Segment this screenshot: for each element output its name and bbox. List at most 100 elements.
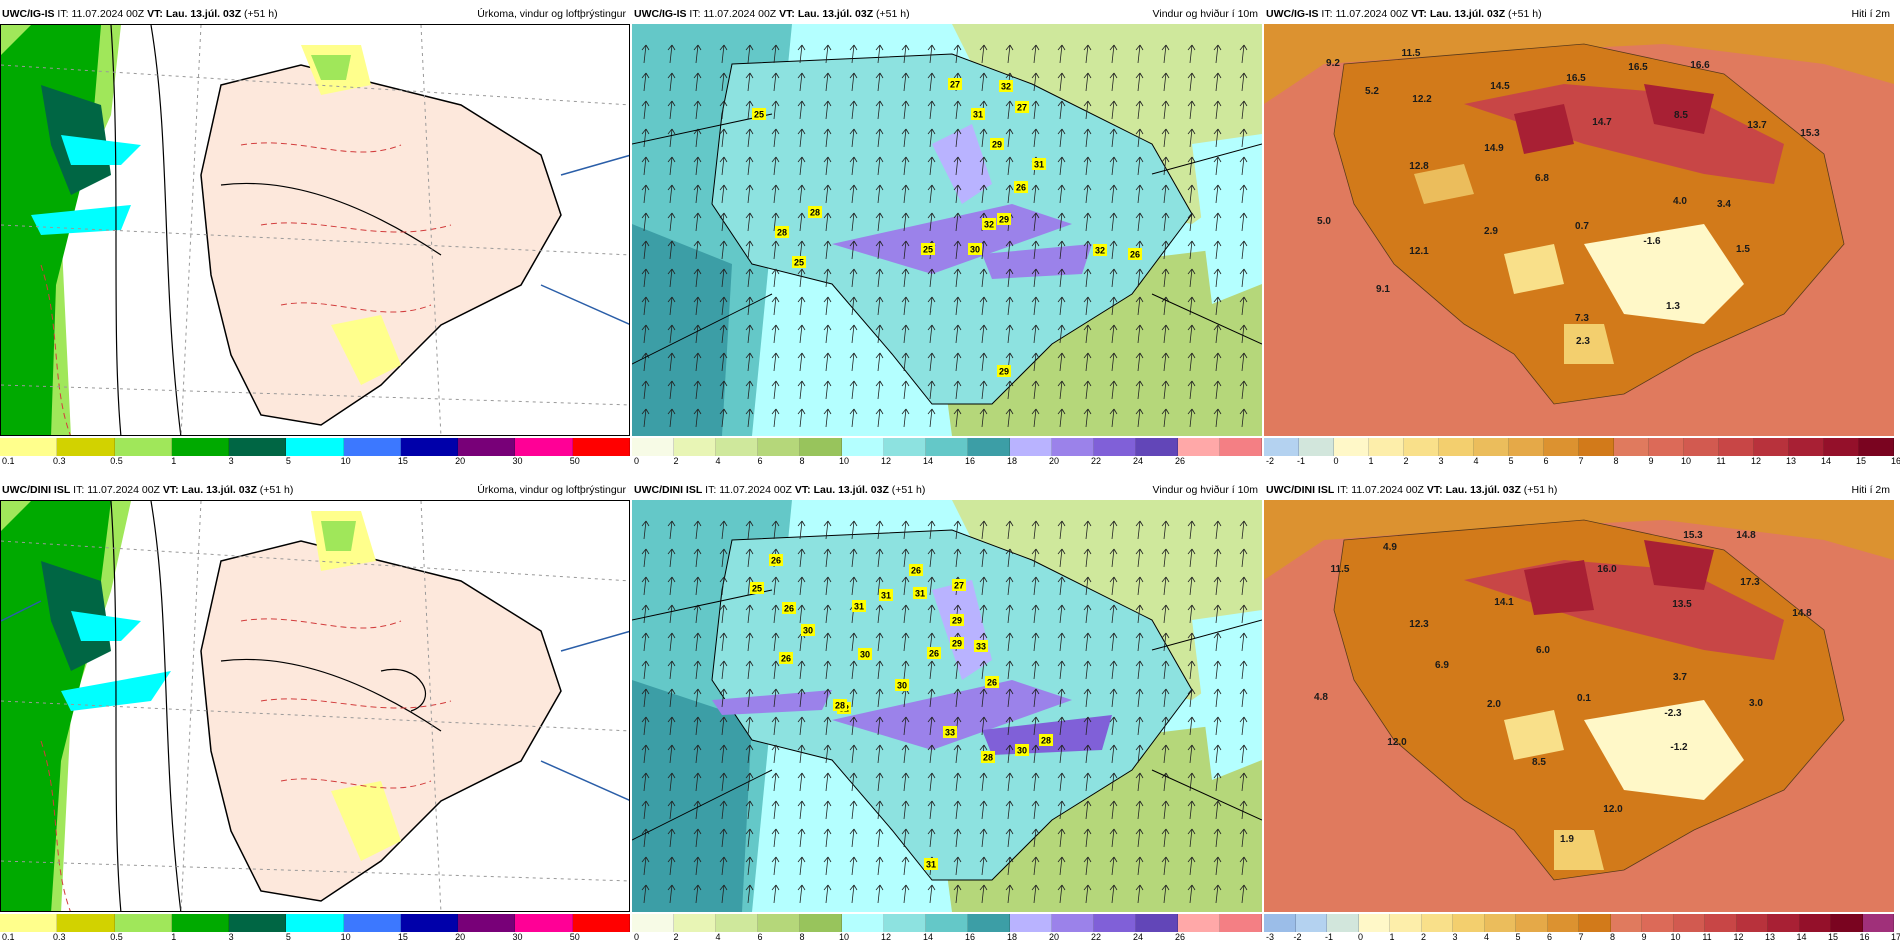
wind-arrow xyxy=(797,380,806,400)
wind-arrow xyxy=(1109,128,1118,148)
gust-value: 26 xyxy=(784,604,794,614)
wind-arrow xyxy=(1213,688,1222,708)
wind-arrow xyxy=(719,744,728,764)
wind-arrow xyxy=(823,856,832,876)
wind-arrow xyxy=(745,576,754,596)
wind-arrow xyxy=(641,296,650,316)
wind-arrow xyxy=(641,100,650,120)
colorbar-tick-label: 0 xyxy=(1333,456,1339,466)
colorbar-swatch xyxy=(1824,438,1859,456)
colorbar-swatch xyxy=(515,438,573,456)
wind-arrow xyxy=(641,352,650,372)
colorbar-tick-label: 9 xyxy=(1641,932,1647,942)
init-time: 11.07.2024 00Z xyxy=(87,484,160,496)
wind-arrow xyxy=(979,772,988,792)
gust-marker: 27 xyxy=(1015,101,1029,113)
gust-marker-bg xyxy=(968,243,982,255)
wind-arrow xyxy=(1083,184,1092,204)
temperature-value: 14.9 xyxy=(1484,143,1504,154)
wind-arrow xyxy=(1161,744,1170,764)
colorbar-swatch xyxy=(1052,438,1094,456)
wind-arrow xyxy=(823,660,832,680)
wind-arrow xyxy=(1109,212,1118,232)
wind-arrow xyxy=(849,128,858,148)
wind-arrow xyxy=(1005,240,1014,260)
colorbar-swatch xyxy=(884,438,926,456)
wind-arrow xyxy=(1083,324,1092,344)
wind-arrow xyxy=(797,128,806,148)
gust-value: 31 xyxy=(1034,160,1044,170)
wind-arrow xyxy=(1239,576,1248,596)
wind-arrow xyxy=(1057,128,1066,148)
wind-arrow xyxy=(693,884,702,904)
wind-arrow xyxy=(1057,352,1066,372)
wind-arrow xyxy=(745,44,754,64)
wind-arrow xyxy=(693,240,702,260)
wind-arrow xyxy=(1057,856,1066,876)
wind-arrow xyxy=(771,296,780,316)
wind-arrow xyxy=(745,828,754,848)
valid-label: VT: xyxy=(794,484,811,496)
wind-arrow xyxy=(641,184,650,204)
wind-arrow xyxy=(1057,884,1066,904)
gust-marker-bg xyxy=(1039,734,1053,746)
wind-arrow xyxy=(771,184,780,204)
wind-arrow xyxy=(1031,772,1040,792)
wind-arrow xyxy=(641,408,650,428)
init-label: IT: xyxy=(1337,484,1349,496)
wind-arrow xyxy=(771,156,780,176)
wind-arrow xyxy=(823,800,832,820)
wind-arrow xyxy=(693,44,702,64)
wind-arrow xyxy=(1187,856,1196,876)
wind-arrow xyxy=(797,716,806,736)
wind-arrow xyxy=(1109,240,1118,260)
gust-value: 25 xyxy=(752,584,762,594)
wind-arrow xyxy=(1109,408,1118,428)
temperature-value: 14.5 xyxy=(1490,81,1510,92)
wind-arrow xyxy=(979,184,988,204)
colorbar-swatch xyxy=(1684,438,1719,456)
wind-arrow xyxy=(667,576,676,596)
colorbar-tick-label: 8 xyxy=(1609,932,1616,942)
gust-marker: 25 xyxy=(752,108,766,120)
colorbar-tick-label: 13 xyxy=(1785,456,1797,466)
wind-arrow xyxy=(1187,296,1196,316)
colorbar-swatch xyxy=(1136,438,1178,456)
wind-arrow xyxy=(1057,772,1066,792)
temperature-value: -1.2 xyxy=(1670,742,1688,753)
wind-arrow xyxy=(1005,184,1014,204)
wind-arrow xyxy=(719,352,728,372)
panel-title: Úrkoma, vindur og loftþrýstingur xyxy=(477,484,626,496)
wind-arrow xyxy=(849,156,858,176)
wind-arrow xyxy=(1031,100,1040,120)
colorbar-swatch xyxy=(1220,914,1262,932)
wind-arrow xyxy=(771,408,780,428)
temperature-value: 1.9 xyxy=(1560,834,1574,845)
colorbar-tick-label: 7 xyxy=(1578,932,1584,942)
temperature-value: 6.9 xyxy=(1435,660,1449,671)
colorbar-tick-label: 14 xyxy=(1796,932,1807,942)
temp-map-svg: 9.2 11.5 5.2 12.2 14.5 16.5 16.5 16.6 14.7 8.5 13.… xyxy=(1264,24,1894,436)
wind-arrow xyxy=(667,520,676,540)
wind-arrow xyxy=(745,660,754,680)
wind-arrow xyxy=(1083,604,1092,624)
wind-arrow xyxy=(1239,100,1248,120)
gust-value: 26 xyxy=(987,678,997,688)
colorbar-swatch xyxy=(343,438,401,456)
init-time: 11.07.2024 00Z xyxy=(1335,8,1409,20)
wind-arrow xyxy=(1057,604,1066,624)
colorbar-tick-label: 14 xyxy=(1820,456,1832,466)
wind-arrow xyxy=(1109,324,1118,344)
wind-arrow xyxy=(1161,576,1170,596)
colorbar-swatch xyxy=(1295,914,1327,932)
gust-marker: 28 xyxy=(1039,734,1053,746)
colorbar-swatch xyxy=(884,914,926,932)
colorbar-swatch xyxy=(229,438,287,456)
gust-marker: 31 xyxy=(1032,158,1046,170)
wind-arrow xyxy=(823,352,832,372)
gust-marker: 28 xyxy=(775,226,789,238)
panel-wind-top: UWC/IG-IS IT: 11.07.2024 00Z VT: Lau. 13… xyxy=(632,4,1262,474)
wind-arrow xyxy=(771,44,780,64)
temperature-value: 16.5 xyxy=(1566,73,1586,84)
gust-marker-bg xyxy=(1128,248,1142,260)
